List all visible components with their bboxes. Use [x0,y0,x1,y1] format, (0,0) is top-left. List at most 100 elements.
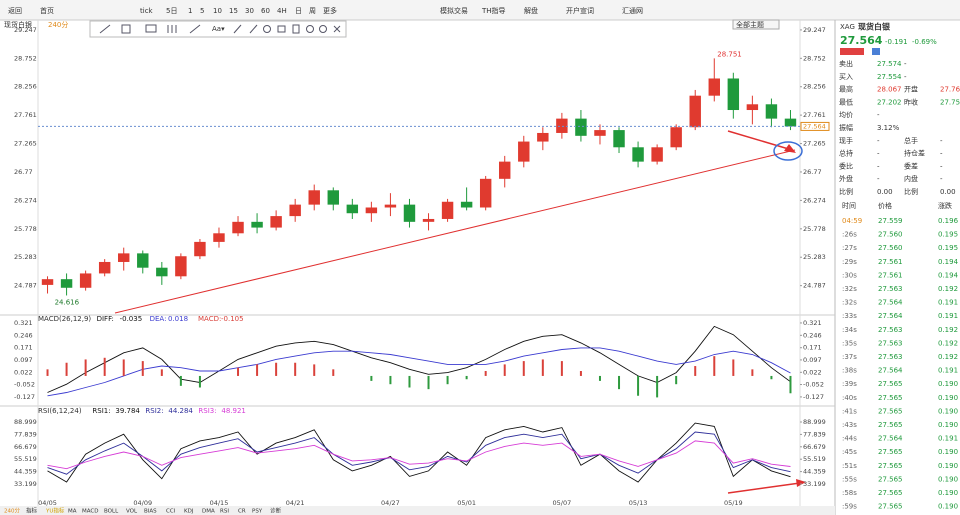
y-tick-label: 27.761 [14,111,37,119]
candle-body [327,190,339,205]
y-tick-label: 25.778 [14,225,37,233]
toolbar-item[interactable]: 返回 [8,7,22,15]
legend-value: 0.018 [168,315,188,323]
toolbar-item[interactable]: 汇通网 [622,6,643,15]
bottom-tab[interactable]: DMA [202,509,215,515]
tick-cell: 27.563 [878,285,903,293]
y-tick-label: 88.999 [14,418,37,426]
tick-cell: 27.565 [878,448,903,456]
toolbar-item[interactable]: 解盘 [524,6,538,15]
watch-button[interactable] [840,48,864,55]
tick-cell: :38s [842,367,857,375]
toolbar-item[interactable]: 首页 [40,6,54,15]
toolbar-item[interactable]: 更多 [323,6,337,15]
tick-cell: :51s [842,462,857,470]
font-tool[interactable]: Aa▾ [212,25,225,33]
bottom-tab[interactable]: 240分 [4,507,20,515]
y-tick-label: 29.247 [14,26,37,34]
y-tick-label: 77.839 [14,430,37,438]
candle-body [308,190,320,205]
x-tick-label: 04/09 [133,499,152,507]
legend-value: -0.105 [221,315,244,323]
tick-header: 时间 [842,201,856,210]
tick-cell: :29s [842,258,857,266]
quote-cell: 0.00 [877,188,893,196]
tick-cell: :26s [842,231,857,239]
quote-cell: - [877,111,880,119]
toolbar-item[interactable]: tick [140,7,154,15]
tick-cell: :41s [842,407,857,415]
quote-cell: 28.067 [877,86,902,94]
bottom-tab[interactable]: BOLL [104,509,119,515]
candle-body [213,233,225,242]
bottom-tab[interactable]: 指标 [26,507,38,515]
bottom-tab[interactable]: VOL [126,509,138,515]
tick-cell: 0.191 [938,312,958,320]
y-tick-label: 24.787 [14,282,37,290]
candle-body [137,253,149,268]
candle-body [41,279,54,285]
high-label: 28.751 [717,50,742,58]
bottom-tab[interactable]: RSI [220,509,229,515]
bottom-tab[interactable]: 诊断 [270,507,282,515]
toolbar-item[interactable]: 1 [188,7,192,15]
tick-cell: :34s [842,326,857,334]
candle-body [403,204,416,222]
x-tick-label: 04/21 [286,499,305,507]
tick-cell: 0.192 [938,339,958,347]
tick-cell: 0.195 [938,231,958,239]
tick-cell: :27s [842,244,857,252]
tick-cell: 0.190 [938,448,958,456]
toolbar-item[interactable]: 开户宣词 [566,6,594,15]
candle-body [118,253,130,262]
bottom-tab[interactable]: KDJ [184,509,194,515]
indicator-line [47,325,791,393]
y-tick-label: -0.127 [14,393,35,401]
quote-cell: 27.202 [877,98,902,106]
quote-cell: - [904,73,907,81]
toolbar-item[interactable]: 周 [309,7,316,15]
toolbar-item[interactable]: TH指导 [481,6,506,15]
toolbar-item[interactable]: 模拟交易 [440,6,468,15]
theme-button-label[interactable]: 全部主题 [736,20,764,29]
legend-name: MACD: [198,315,221,323]
bottom-tab[interactable]: CR [238,509,246,515]
toolbar-item[interactable]: 4H [277,7,287,15]
bottom-tab[interactable]: BIAS [144,509,157,515]
tick-cell: 27.559 [878,217,903,225]
theme-button[interactable] [732,19,780,30]
tick-cell: 0.192 [938,353,958,361]
quote-cell: 比例 [904,187,918,196]
toolbar-item[interactable]: 10 [213,7,222,15]
alert-button[interactable] [872,48,880,55]
toolbar-bg [0,0,960,20]
toolbar-item[interactable]: 5 [200,7,204,15]
symbol: 现货白银 [4,20,32,29]
bottom-tab[interactable]: MACD [82,509,99,515]
bottom-tab[interactable]: PSY [252,509,263,515]
tick-cell: 27.565 [878,462,903,470]
y-tick-label: 33.199 [803,480,826,488]
toolbar-item[interactable]: 5日 [166,7,177,15]
bottom-tab[interactable]: CCI [166,509,176,515]
toolbar-item[interactable]: 30 [245,7,254,15]
quote-cell: - [877,162,880,170]
toolbar-item[interactable]: 15 [229,7,238,15]
x-tick-label: 05/13 [629,499,648,507]
toolbar-item[interactable]: 60 [261,7,270,15]
tick-cell: 0.196 [938,217,959,225]
bottom-tab[interactable]: MA [68,509,77,515]
legend-name: RSI1: [92,407,110,415]
y-tick-label: 28.256 [803,83,826,91]
candle-body [98,261,111,274]
tick-cell: 0.190 [938,475,958,483]
toolbar-item[interactable]: 日 [295,7,302,15]
candle-body [556,118,568,133]
quote-cell: - [877,150,880,158]
candle-body [689,95,701,128]
bottom-tab[interactable]: YU指标 [45,507,65,515]
tabbar-bg [0,506,835,515]
y-tick-label: 55.519 [803,455,826,463]
tick-cell: :40s [842,394,857,402]
